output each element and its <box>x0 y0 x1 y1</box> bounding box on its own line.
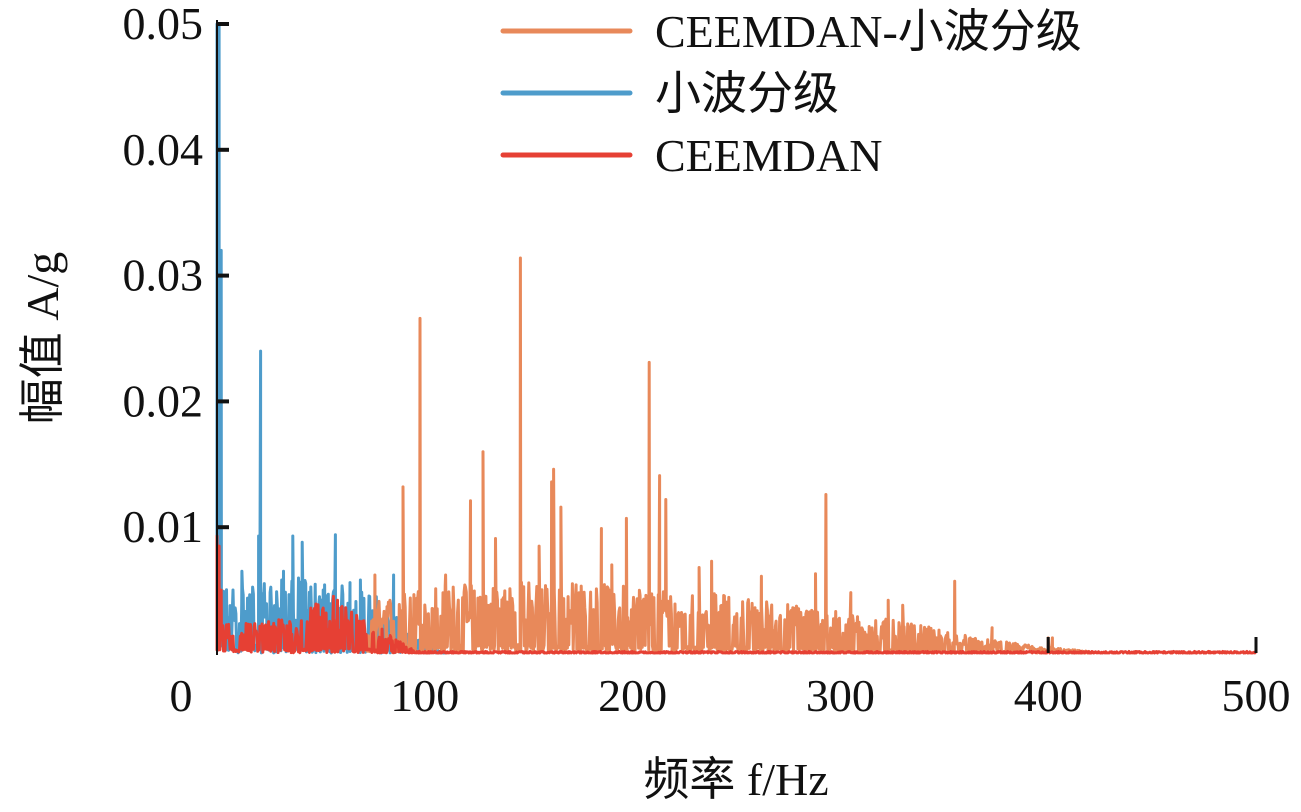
legend-label: 小波分级 <box>655 68 839 119</box>
x-tick-label: 0 <box>170 670 193 721</box>
y-tick-label: 0.05 <box>123 0 204 49</box>
series-line-2 <box>215 534 1258 655</box>
y-tick-label: 0.02 <box>123 375 204 426</box>
x-tick-label: 500 <box>1222 670 1291 721</box>
y-tick-label: 0.04 <box>123 124 204 175</box>
legend-label: CEEMDAN-小波分级 <box>655 6 1082 57</box>
x-tick-label: 300 <box>806 670 875 721</box>
x-ticks: 0 100 200 300 400 500 <box>170 637 1291 721</box>
y-tick-label: 0.01 <box>123 501 204 552</box>
x-tick-label: 200 <box>598 670 667 721</box>
traces <box>215 22 1258 655</box>
series-line-0 <box>215 22 447 655</box>
series-line-1 <box>365 256 1092 655</box>
x-tick-label: 400 <box>1014 670 1083 721</box>
y-tick-label: 0.03 <box>123 250 204 301</box>
x-axis-title: 频率 f/Hz <box>643 754 828 805</box>
legend-label: CEEMDAN <box>655 130 882 181</box>
y-ticks: 0.01 0.02 0.03 0.04 0.05 <box>123 0 229 552</box>
y-axis-title: 幅值 A/g <box>17 252 68 425</box>
x-tick-label: 100 <box>390 670 459 721</box>
